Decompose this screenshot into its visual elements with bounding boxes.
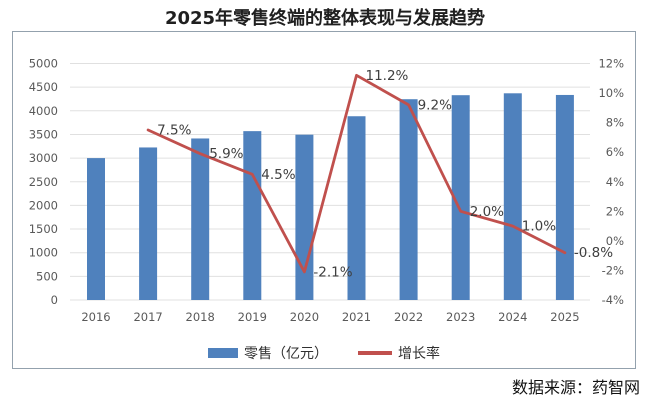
data-source: 数据来源：药智网	[511, 378, 640, 397]
growth-label-2024: 1.0%	[522, 219, 556, 235]
left-axis-tick: 5000	[29, 57, 58, 71]
left-axis-tick: 1500	[29, 222, 58, 236]
right-axis-tick: 2%	[606, 204, 624, 218]
right-axis-tick: 6%	[606, 145, 624, 159]
left-axis-tick: 0	[51, 293, 58, 307]
bar-2020	[295, 134, 314, 300]
left-axis-tick: 4000	[29, 104, 58, 118]
bar-2019	[243, 131, 262, 300]
x-axis-label-2018: 2018	[186, 310, 215, 324]
growth-label-2023: 2.0%	[470, 204, 504, 220]
right-axis-tick: 10%	[598, 86, 624, 100]
x-axis-label-2020: 2020	[290, 310, 319, 324]
left-axis-tick: 3500	[29, 127, 58, 141]
bar-2025	[555, 94, 574, 300]
right-axis-tick: -2%	[602, 263, 624, 277]
bar-2021	[347, 116, 366, 300]
right-axis-tick: -4%	[602, 293, 624, 307]
x-axis-label-2019: 2019	[238, 310, 267, 324]
bar-2022	[399, 99, 418, 300]
x-axis-label-2021: 2021	[342, 310, 371, 324]
x-axis-label-2022: 2022	[394, 310, 423, 324]
bar-2017	[139, 147, 158, 300]
growth-label-2025: -0.8%	[574, 245, 613, 261]
x-axis-label-2024: 2024	[498, 310, 527, 324]
bar-2016	[87, 158, 105, 300]
legend-bar-swatch	[208, 348, 238, 358]
growth-label-2020: -2.1%	[313, 264, 352, 280]
growth-rate-line	[146, 73, 567, 274]
bar-2018	[191, 138, 210, 300]
legend-line-label: 增长率	[398, 346, 440, 362]
legend-bar-label: 零售（亿元）	[244, 346, 328, 362]
legend-item-growth: 增长率	[358, 343, 440, 363]
growth-label-2019: 4.5%	[261, 167, 295, 183]
left-axis-tick: 500	[36, 269, 58, 283]
right-axis-tick: 8%	[606, 116, 624, 130]
growth-label-2018: 5.9%	[209, 146, 243, 162]
left-axis-tick: 2500	[29, 175, 58, 189]
bar-2024	[503, 93, 522, 300]
left-axis-tick: 4500	[29, 80, 58, 94]
right-axis-tick: 0%	[606, 234, 624, 248]
legend-line-swatch	[358, 351, 392, 355]
x-axis-label-2017: 2017	[133, 310, 162, 324]
right-axis-tick: 12%	[598, 57, 624, 71]
growth-label-2021: 11.2%	[366, 68, 409, 84]
right-axis-tick: 4%	[606, 175, 624, 189]
legend-item-retail: 零售（亿元）	[208, 343, 328, 363]
x-axis-label-2016: 2016	[81, 310, 110, 324]
x-axis-label-2025: 2025	[550, 310, 579, 324]
chart-title: 2025年零售终端的整体表现与发展趋势	[164, 8, 486, 29]
growth-label-2017: 7.5%	[157, 123, 191, 139]
left-axis-tick: 1000	[29, 246, 58, 260]
left-axis-tick: 3000	[29, 151, 58, 165]
growth-label-2022: 9.2%	[418, 97, 452, 113]
legend: 零售（亿元） 增长率	[12, 343, 636, 363]
bar-2023	[451, 95, 470, 300]
left-axis-tick: 2000	[29, 198, 58, 212]
x-axis-label-2023: 2023	[446, 310, 475, 324]
